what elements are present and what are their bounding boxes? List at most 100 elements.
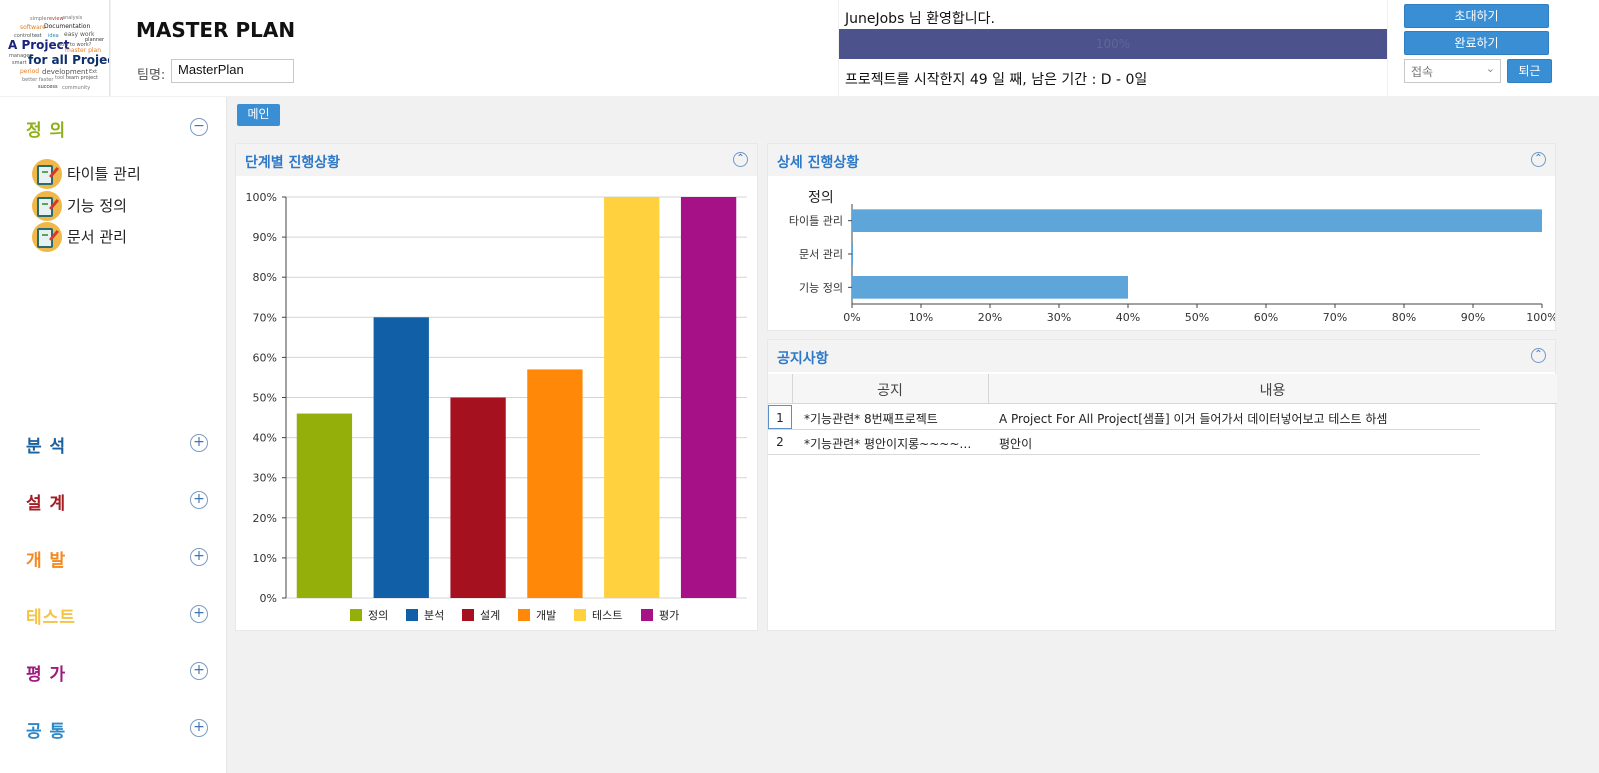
document-edit-icon [32, 159, 62, 189]
sidebar-item-label: 기능 정의 [67, 197, 127, 215]
bar-기능 정의 [852, 276, 1128, 299]
expand-icon[interactable]: + [190, 605, 208, 623]
invite-button[interactable]: 초대하기 [1404, 4, 1549, 28]
panel-title: 상세 진행상황 [777, 155, 860, 171]
sidebar-category-common[interactable]: 공 통 [26, 722, 67, 742]
y-tick-label: 40% [253, 432, 277, 445]
sidebar-category-design[interactable]: 설 계 [26, 494, 67, 514]
leave-work-button[interactable]: 퇴근 [1507, 59, 1552, 83]
logo-word: software [20, 24, 46, 31]
y-tick-label: 60% [253, 351, 277, 364]
legend-swatch [641, 609, 653, 621]
logo-word: A Project [8, 38, 70, 52]
chevron-down-icon: ⌄ [1485, 62, 1495, 75]
logo-word: easy work [64, 31, 95, 38]
sidebar-category-evaluation[interactable]: 평 가 [26, 665, 67, 685]
notice-title-cell: *기능관련* 평안이지롱~~~~~~ [804, 437, 979, 451]
stage-progress-panel: 단계별 진행상황 ⌃ 0% 10% 20% 30% 40% 50% 60% 70% 80% 90%… [235, 143, 758, 631]
bar-문서 관리 [852, 242, 853, 266]
expand-icon[interactable]: + [190, 434, 208, 452]
expand-icon[interactable]: + [190, 491, 208, 509]
collapse-panel-icon[interactable]: ⌃ [1531, 348, 1546, 363]
x-tick-label: 90% [1461, 311, 1485, 324]
collapse-panel-icon[interactable]: ⌃ [733, 152, 748, 167]
collapse-icon[interactable]: − [190, 118, 208, 136]
expand-icon[interactable]: + [190, 662, 208, 680]
legend-swatch [462, 609, 474, 621]
column-header-content[interactable]: 내용 [1259, 383, 1286, 399]
logo-word: development [42, 68, 88, 76]
y-tick-label: 80% [253, 271, 277, 284]
logo-word: master plan [65, 47, 101, 54]
complete-button[interactable]: 완료하기 [1404, 31, 1549, 55]
legend-swatch [574, 609, 586, 621]
column-header-notice[interactable]: 공지 [877, 383, 903, 399]
connection-status-value: 접속 [1411, 65, 1434, 79]
logo-word: idea [48, 33, 59, 39]
bar-설계 [450, 397, 506, 598]
x-tick-label: 80% [1392, 311, 1416, 324]
notice-table-header: 공지 내용 [768, 374, 1557, 404]
x-tick-label: 100% [1526, 311, 1555, 324]
panel-header: 공지사항 ⌃ [768, 340, 1555, 372]
sidebar-item-label: 문서 관리 [67, 228, 127, 246]
bar-정의 [296, 413, 353, 598]
connection-status-select[interactable]: 접속 ⌄ [1404, 59, 1501, 83]
logo-word: smart [12, 60, 27, 66]
table-row[interactable]: 2 *기능관련* 평안이지롱~~~~~~ 평안이 [768, 430, 1480, 455]
notice-panel: 공지사항 ⌃ 공지 내용 1 *기능관련* 8번째프로젝트 A Project … [767, 339, 1557, 631]
notice-content-cell: 평안이 [999, 437, 1033, 451]
expand-icon[interactable]: + [190, 548, 208, 566]
legend-label: 설계 [480, 609, 500, 622]
logo-word: tool [55, 75, 64, 81]
sidebar-category-definition[interactable]: 정 의 [26, 121, 67, 141]
stage-progress-chart: 0% 10% 20% 30% 40% 50% 60% 70% 80% 90% 100% 정의 분석 설계 개… [246, 191, 747, 622]
team-name-label: 팀명: [137, 68, 166, 83]
expand-icon[interactable]: + [190, 719, 208, 737]
panel-header: 상세 진행상황 ⌃ [768, 144, 1555, 176]
sidebar-category-test[interactable]: 테스트 [26, 608, 76, 628]
legend-label: 정의 [368, 609, 388, 622]
collapse-panel-icon[interactable]: ⌃ [1531, 152, 1546, 167]
logo-word: Ext [89, 69, 97, 75]
sidebar-category-development[interactable]: 개 발 [26, 551, 67, 571]
bar-개발 [527, 369, 583, 598]
table-row[interactable]: 1 *기능관련* 8번째프로젝트 A Project For All Proje… [768, 405, 1480, 430]
logo-word: success [38, 84, 58, 90]
team-name-field[interactable]: MasterPlan [171, 59, 294, 83]
legend-swatch [406, 609, 418, 621]
sidebar-category-analysis[interactable]: 분 석 [26, 437, 67, 457]
panel-header: 단계별 진행상황 ⌃ [236, 144, 757, 176]
x-tick-label: 30% [1047, 311, 1071, 324]
row-number: 2 [776, 435, 784, 449]
detail-progress-panel: 상세 진행상황 ⌃ 정의 0% 10% 20% 30% 40% 50% 60% 70% 80% 90… [767, 143, 1556, 331]
project-progress-area: JuneJobs 님 환영합니다. 100% 프로젝트를 시작한지 49 일 째… [839, 0, 1387, 96]
bar-분석 [373, 317, 429, 598]
bar-평가 [680, 197, 737, 598]
logo: simple review analysis software Documentatio… [0, 0, 110, 96]
y-tick-label: 0% [260, 592, 277, 605]
bar-타이틀 관리 [852, 209, 1542, 232]
x-tick-label: 0% [843, 311, 860, 324]
logo-word: manager [9, 53, 32, 59]
legend-label: 평가 [659, 609, 679, 622]
y-tick-label: 30% [253, 472, 277, 485]
logo-word: how to work? [58, 42, 92, 48]
logo-word: simple [30, 16, 47, 22]
x-tick-label: 70% [1323, 311, 1347, 324]
legend-label: 분석 [424, 609, 444, 622]
y-tick-label: 기능 정의 [799, 281, 843, 294]
legend-swatch [518, 609, 530, 621]
main-tab-bar: 메인 [228, 97, 1599, 133]
x-tick-label: 60% [1254, 311, 1278, 324]
y-tick-label: 70% [253, 311, 277, 324]
document-edit-icon [32, 222, 62, 252]
legend-label: 테스트 [592, 609, 622, 622]
logo-word: planner [85, 37, 105, 43]
logo-word: for all Project [28, 53, 110, 67]
tab-main[interactable]: 메인 [237, 104, 280, 126]
legend-swatch [350, 609, 362, 621]
x-tick-label: 20% [978, 311, 1002, 324]
project-progress-fill [839, 29, 1387, 59]
